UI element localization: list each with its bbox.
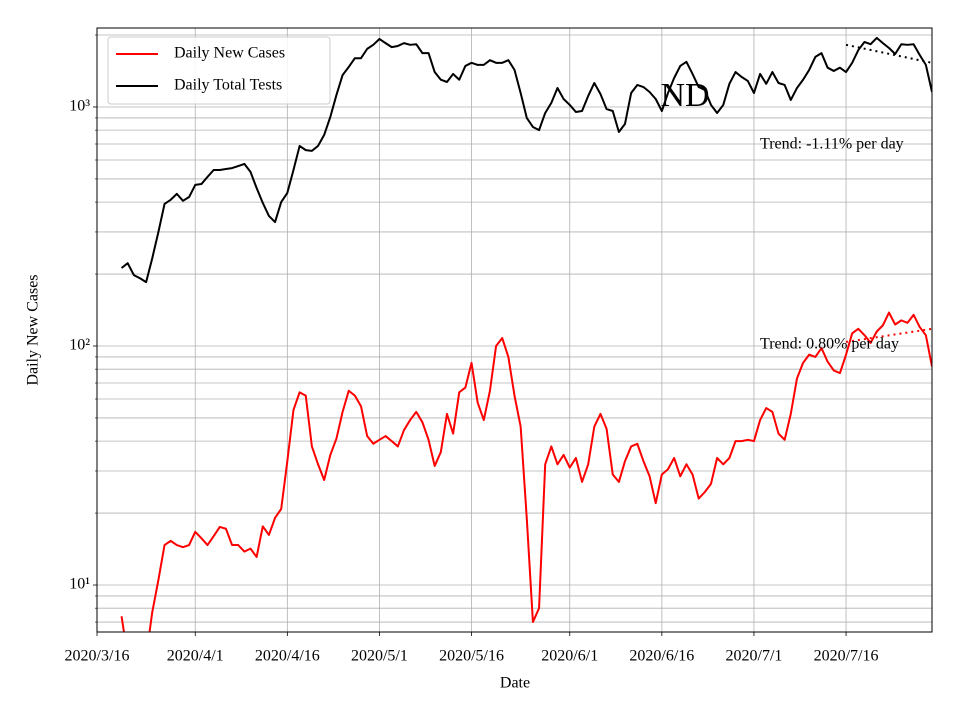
- annotation: ND: [660, 77, 709, 114]
- y-tick-label: 10¹: [69, 576, 90, 593]
- x-tick-label: 2020/3/16: [65, 648, 130, 665]
- legend-label: Daily Total Tests: [174, 77, 282, 94]
- trend-line: [845, 43, 932, 64]
- x-tick-label: 2020/5/16: [439, 648, 504, 665]
- trend-line: [845, 327, 932, 343]
- legend-label: Daily New Cases: [174, 45, 285, 62]
- x-axis-label: Date: [500, 675, 530, 692]
- x-tick-label: 2020/4/1: [167, 648, 224, 665]
- data-line: [120, 311, 932, 632]
- trend-label: Trend: 0.80% per day: [760, 336, 899, 353]
- y-axis-label: Daily New Cases: [25, 274, 42, 385]
- x-tick-label: 2020/7/16: [814, 648, 879, 665]
- x-tick-label: 2020/6/16: [629, 648, 694, 665]
- y-tick-label: 10²: [69, 337, 90, 354]
- x-tick-label: 2020/7/1: [726, 648, 783, 665]
- legend-box: [107, 36, 331, 105]
- plot-area: [120, 36, 932, 632]
- y-tick-label: 10³: [69, 98, 90, 115]
- trend-label: Trend: -1.11% per day: [760, 136, 904, 153]
- data-line: [120, 36, 932, 284]
- x-tick-label: 2020/5/1: [351, 648, 408, 665]
- x-tick-label: 2020/4/16: [255, 648, 320, 665]
- plot-frame: [96, 27, 933, 633]
- x-tick-label: 2020/6/1: [541, 648, 598, 665]
- legend: Daily New Cases Daily Total Tests: [107, 36, 331, 105]
